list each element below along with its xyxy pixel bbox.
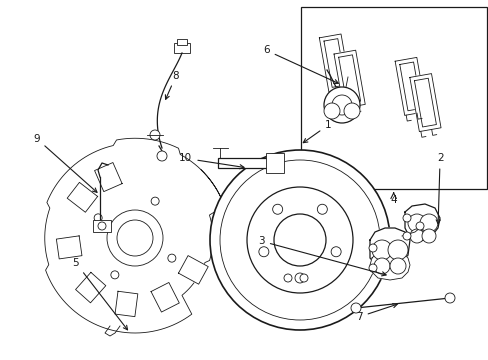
Text: 7: 7 — [355, 303, 396, 322]
Circle shape — [157, 151, 167, 161]
Circle shape — [299, 274, 307, 282]
Polygon shape — [404, 204, 439, 242]
Text: 6: 6 — [263, 45, 338, 84]
Polygon shape — [409, 73, 440, 132]
Polygon shape — [94, 162, 122, 192]
Text: 2: 2 — [435, 153, 443, 224]
Polygon shape — [76, 273, 105, 303]
Bar — [177, 39, 186, 45]
Circle shape — [324, 87, 359, 123]
Text: 4: 4 — [389, 195, 396, 205]
Circle shape — [272, 204, 282, 214]
Text: 3: 3 — [258, 236, 386, 276]
Circle shape — [389, 258, 405, 274]
Circle shape — [415, 222, 423, 230]
Bar — [93, 220, 111, 232]
Circle shape — [94, 214, 102, 222]
Circle shape — [402, 214, 410, 222]
Circle shape — [373, 258, 389, 274]
Polygon shape — [369, 248, 409, 280]
Circle shape — [209, 150, 389, 330]
Circle shape — [167, 254, 176, 262]
Polygon shape — [178, 256, 208, 284]
Polygon shape — [333, 50, 365, 108]
Circle shape — [419, 214, 437, 232]
Circle shape — [284, 274, 291, 282]
Circle shape — [368, 264, 376, 272]
Circle shape — [371, 240, 391, 260]
Text: 9: 9 — [33, 134, 97, 192]
Circle shape — [368, 244, 376, 252]
Circle shape — [98, 222, 106, 230]
Bar — [174, 43, 190, 53]
Circle shape — [246, 187, 352, 293]
Circle shape — [294, 273, 305, 283]
Circle shape — [111, 271, 119, 279]
Text: 8: 8 — [165, 71, 179, 99]
Circle shape — [258, 247, 268, 257]
Text: 5: 5 — [72, 258, 127, 330]
Circle shape — [331, 95, 351, 115]
Polygon shape — [369, 228, 409, 272]
Text: 10: 10 — [179, 153, 244, 169]
Circle shape — [407, 214, 425, 232]
Bar — [265, 153, 284, 173]
Polygon shape — [56, 236, 82, 259]
Polygon shape — [394, 57, 426, 116]
Circle shape — [150, 130, 160, 140]
Circle shape — [409, 229, 423, 243]
Polygon shape — [151, 283, 179, 312]
Circle shape — [350, 303, 360, 313]
Circle shape — [151, 197, 159, 205]
Circle shape — [387, 240, 407, 260]
Polygon shape — [67, 183, 98, 212]
Bar — [300, 7, 486, 189]
Circle shape — [324, 103, 339, 119]
Bar — [218, 158, 267, 168]
Circle shape — [273, 214, 325, 266]
Circle shape — [444, 293, 454, 303]
Text: 1: 1 — [303, 120, 331, 143]
Circle shape — [317, 204, 326, 214]
Polygon shape — [319, 34, 350, 92]
Circle shape — [330, 247, 341, 257]
Circle shape — [402, 232, 410, 240]
Circle shape — [343, 103, 359, 119]
Circle shape — [421, 229, 435, 243]
Polygon shape — [115, 291, 138, 317]
